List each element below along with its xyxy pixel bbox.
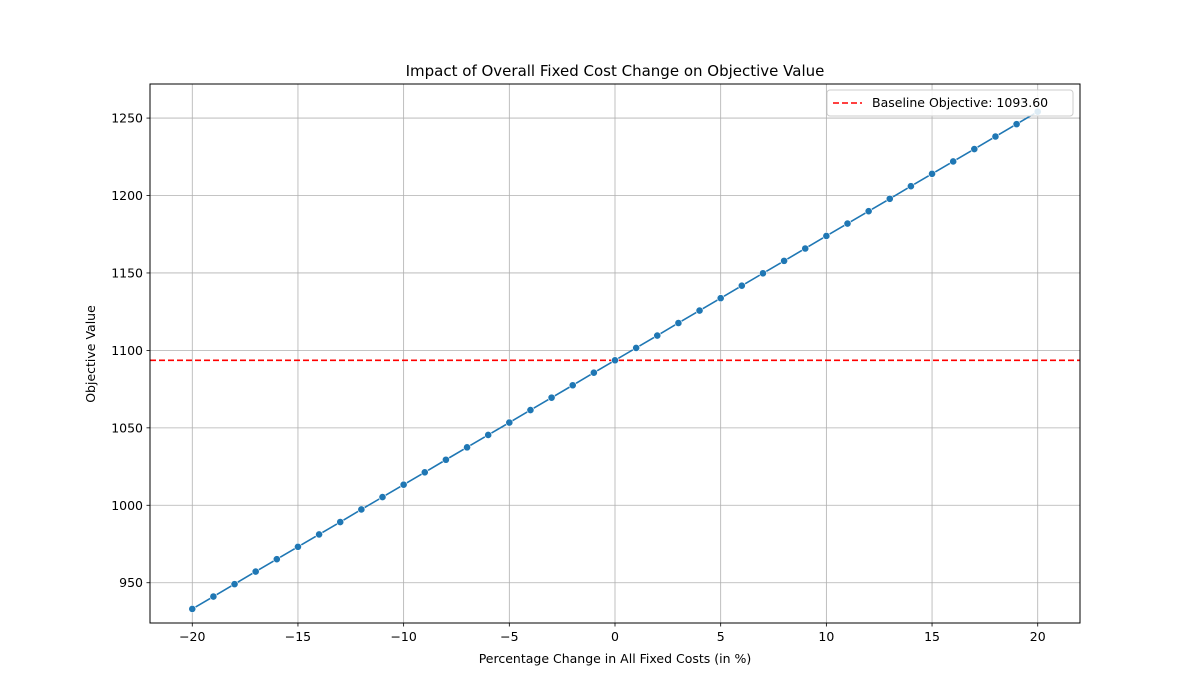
data-point xyxy=(442,455,450,464)
data-point xyxy=(230,580,239,589)
series-group xyxy=(188,107,1042,613)
data-point xyxy=(272,555,281,564)
x-axis: −20 −15 −10 −5 0 5 10 15 20 xyxy=(179,623,1046,644)
data-point xyxy=(885,194,894,203)
data-point xyxy=(632,344,641,352)
legend: Baseline Objective: 1093.60 xyxy=(826,89,1074,117)
data-point xyxy=(568,381,577,390)
y-tick-label: 1200 xyxy=(111,188,143,203)
data-point xyxy=(526,406,535,414)
legend-box xyxy=(826,89,1074,117)
data-point xyxy=(336,518,345,526)
data-point xyxy=(949,157,958,166)
data-point xyxy=(484,431,493,439)
y-axis: 950 1000 1050 1100 1150 1200 1250 xyxy=(111,111,150,590)
data-point xyxy=(716,294,725,303)
x-tick-label: −5 xyxy=(500,629,518,644)
data-point xyxy=(463,443,471,452)
x-tick-label: −20 xyxy=(179,629,205,644)
data-point xyxy=(737,281,746,290)
data-point xyxy=(653,331,662,340)
data-point xyxy=(589,368,598,377)
data-point xyxy=(1012,120,1021,129)
data-point xyxy=(378,493,387,501)
y-tick-label: 1000 xyxy=(111,498,143,513)
data-point xyxy=(695,306,704,315)
data-point xyxy=(674,319,683,327)
data-point xyxy=(611,356,619,365)
data-point xyxy=(188,605,197,613)
legend-label: Baseline Objective: 1093.60 xyxy=(872,95,1048,110)
data-point xyxy=(399,480,408,489)
x-tick-label: 5 xyxy=(717,629,725,644)
chart-title: Impact of Overall Fixed Cost Change on O… xyxy=(406,62,825,80)
data-point xyxy=(822,232,831,240)
x-tick-label: −10 xyxy=(390,629,416,644)
data-point xyxy=(970,145,979,153)
data-point xyxy=(759,269,767,278)
data-point xyxy=(357,505,366,514)
x-tick-label: 10 xyxy=(818,629,834,644)
y-tick-label: 1100 xyxy=(111,343,143,358)
x-axis-title: Percentage Change in All Fixed Costs (in… xyxy=(479,651,752,666)
data-point xyxy=(991,132,1000,141)
data-point xyxy=(209,592,218,601)
data-point xyxy=(294,542,302,551)
data-point xyxy=(864,207,873,216)
data-point xyxy=(505,418,514,427)
y-tick-label: 1150 xyxy=(111,265,143,280)
data-point xyxy=(780,256,788,265)
x-tick-label: 15 xyxy=(924,629,940,644)
y-axis-title: Objective Value xyxy=(83,305,98,403)
data-point xyxy=(801,244,810,253)
x-tick-label: 20 xyxy=(1030,629,1046,644)
data-point xyxy=(843,219,852,228)
data-point xyxy=(315,530,323,539)
data-point xyxy=(928,169,936,178)
data-point xyxy=(251,567,260,576)
grid xyxy=(150,84,1080,623)
y-tick-label: 950 xyxy=(119,575,143,590)
x-tick-label: 0 xyxy=(611,629,619,644)
data-point xyxy=(907,182,915,191)
data-point xyxy=(547,393,556,402)
x-tick-label: −15 xyxy=(285,629,311,644)
data-point xyxy=(420,468,429,477)
y-tick-label: 1050 xyxy=(111,420,143,435)
y-tick-label: 1250 xyxy=(111,111,143,126)
